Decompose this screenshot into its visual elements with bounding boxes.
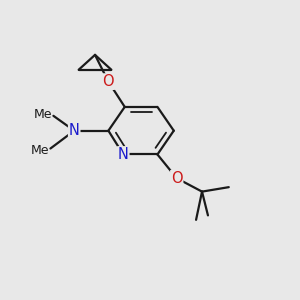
Text: O: O (171, 171, 183, 186)
Text: N: N (118, 147, 129, 162)
Text: Me: Me (33, 108, 52, 121)
Text: Me: Me (30, 143, 49, 157)
Text: N: N (69, 123, 80, 138)
Text: O: O (103, 74, 114, 89)
